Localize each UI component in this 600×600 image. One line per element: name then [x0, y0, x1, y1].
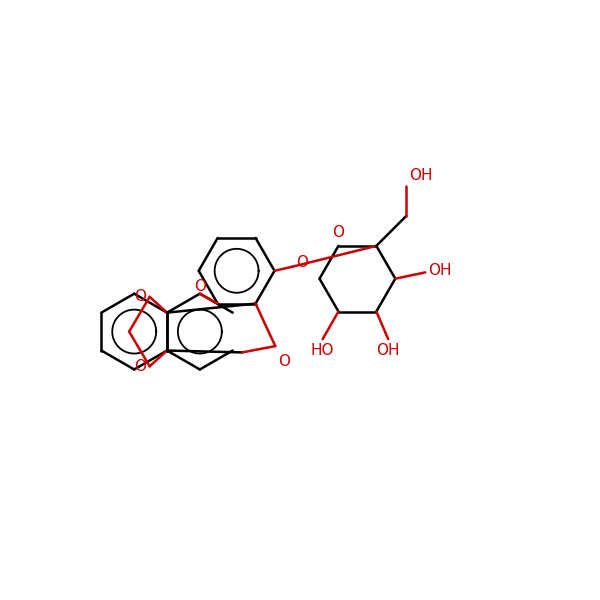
Text: O: O [134, 359, 146, 374]
Text: O: O [278, 354, 290, 369]
Text: O: O [332, 226, 344, 241]
Text: HO: HO [311, 343, 334, 358]
Text: OH: OH [410, 168, 433, 183]
Text: OH: OH [428, 263, 452, 278]
Text: OH: OH [376, 343, 400, 358]
Text: O: O [194, 279, 206, 294]
Text: O: O [134, 289, 146, 304]
Text: O: O [296, 254, 308, 269]
